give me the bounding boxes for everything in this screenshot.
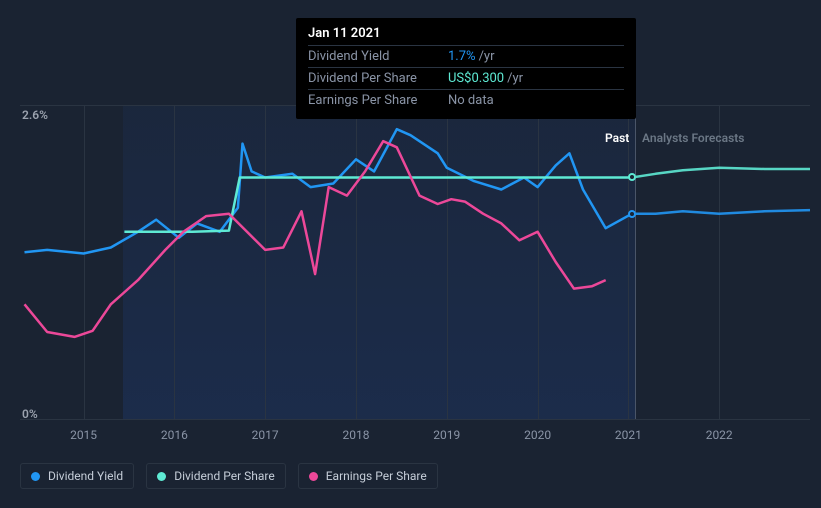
chart-lines-svg xyxy=(20,105,810,419)
legend-dot-icon xyxy=(157,472,166,481)
x-axis-tick: 2018 xyxy=(342,428,369,442)
hover-indicator-line xyxy=(635,100,636,419)
x-axis-tick: 2019 xyxy=(433,428,460,442)
tooltip-row-label: Dividend Per Share xyxy=(308,71,448,86)
x-axis-tick: 2017 xyxy=(252,428,279,442)
x-axis-tick: 2022 xyxy=(706,428,733,442)
tooltip-row-label: Dividend Yield xyxy=(308,49,448,64)
tooltip-date: Jan 11 2021 xyxy=(308,26,624,41)
tooltip-row-value: 1.7%/yr xyxy=(448,49,494,64)
dividend-chart: Jan 11 2021 Dividend Yield1.7%/yrDividen… xyxy=(0,0,821,508)
legend-dot-icon xyxy=(309,472,318,481)
legend-item[interactable]: Dividend Yield xyxy=(20,463,134,489)
x-axis-tick: 2021 xyxy=(615,428,642,442)
x-axis-tick: 2015 xyxy=(70,428,97,442)
tooltip-row: Dividend Yield1.7%/yr xyxy=(308,45,624,67)
tooltip-row: Dividend Per ShareUS$0.300/yr xyxy=(308,67,624,89)
series-line-future-dividend_per_share xyxy=(632,168,810,178)
tooltip-row-label: Earnings Per Share xyxy=(308,93,448,108)
series-line-eps xyxy=(25,141,606,337)
tooltip-row-value: No data xyxy=(448,93,494,108)
x-axis-tick: 2020 xyxy=(524,428,551,442)
legend-item[interactable]: Earnings Per Share xyxy=(298,463,438,489)
tooltip-row-value: US$0.300/yr xyxy=(448,71,523,86)
x-axis-tick: 2016 xyxy=(161,428,188,442)
legend-item[interactable]: Dividend Per Share xyxy=(146,463,286,489)
tooltip-row: Earnings Per ShareNo data xyxy=(308,89,624,111)
legend-dot-icon xyxy=(31,472,40,481)
tooltip-rows: Dividend Yield1.7%/yrDividend Per ShareU… xyxy=(308,45,624,111)
series-line-future-dividend_yield xyxy=(632,210,810,214)
chart-legend: Dividend Yield Dividend Per Share Earnings… xyxy=(20,463,438,489)
legend-label: Earnings Per Share xyxy=(326,469,427,483)
hover-marker xyxy=(628,173,636,181)
legend-label: Dividend Per Share xyxy=(174,469,275,483)
chart-tooltip: Jan 11 2021 Dividend Yield1.7%/yrDividen… xyxy=(296,18,636,119)
legend-label: Dividend Yield xyxy=(48,469,123,483)
hover-marker xyxy=(628,210,636,218)
x-axis: 2015 2016 2017 2018 2019 2020 2021 2022 xyxy=(20,428,810,448)
